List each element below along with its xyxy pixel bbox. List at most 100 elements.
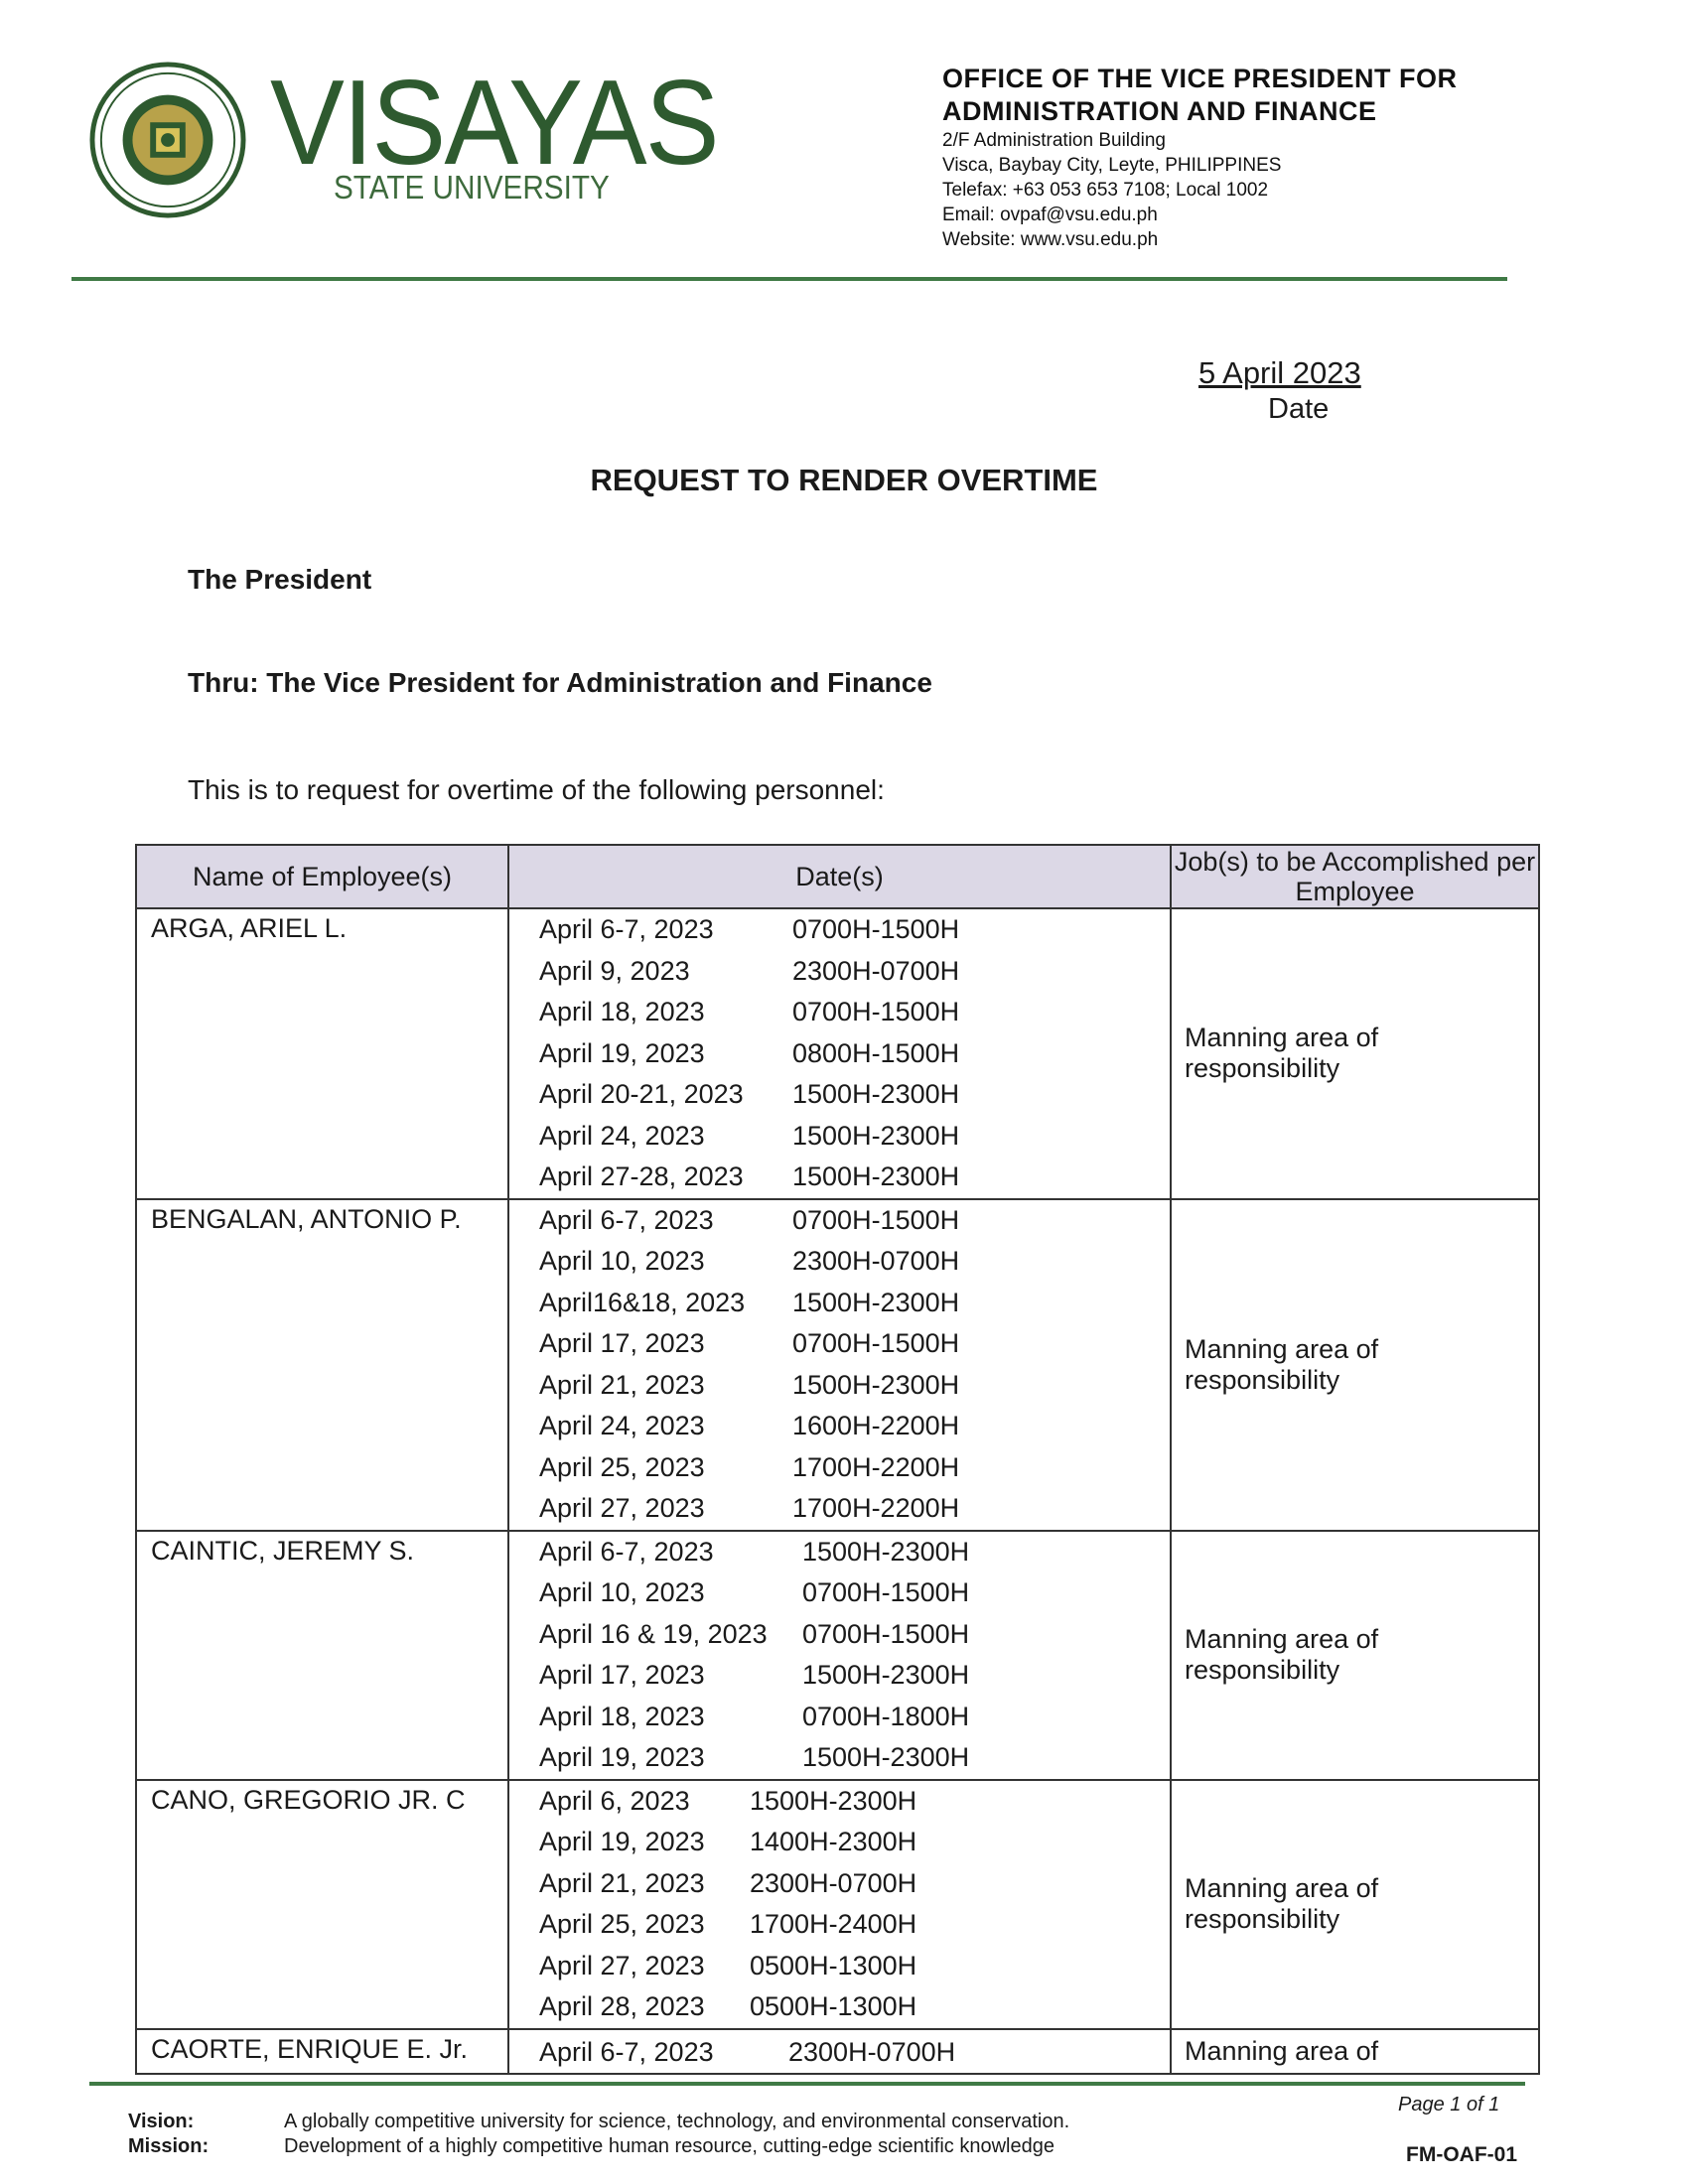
entry-date: April 18, 2023 (539, 1701, 705, 1731)
mission-text: Development of a highly competitive huma… (284, 2135, 1055, 2157)
table-header-row: Name of Employee(s) Date(s) Job(s) to be… (135, 844, 1540, 909)
vision-label: Vision: (128, 2111, 195, 2132)
entry-time: 1700H-2200H (792, 1493, 960, 1523)
email: Email: ovpaf@vsu.edu.ph (942, 205, 1158, 225)
entry-date: April 6-7, 2023 (539, 2036, 714, 2067)
entry-time: 1400H-2300H (750, 1827, 917, 1856)
entry-time: 1500H-2300H (792, 1120, 960, 1151)
overtime-table: Name of Employee(s) Date(s) Job(s) to be… (135, 844, 1540, 2075)
date-list: April 6-7, 2023 2300H-0700H (507, 2027, 1172, 2075)
employee-name: CAORTE, ENRIQUE E. Jr. (135, 2027, 509, 2075)
document-date: 5 April 2023 (1198, 355, 1361, 390)
date-entry: April 18, 2023 0700H-1500H (509, 992, 1170, 1033)
date-list: April 6-7, 2023 0700H-1500H April 9, 2023 2… (507, 907, 1172, 1200)
form-code: FM-OAF-01 (1406, 2143, 1517, 2166)
date-entry: April 27, 2023 1700H-2200H (509, 1488, 1170, 1530)
header-divider (71, 277, 1507, 281)
entry-time: 0700H-1500H (802, 1577, 970, 1607)
date-entry: April 6-7, 2023 0700H-1500H (509, 1200, 1170, 1242)
job-description: Manning area of (1170, 2027, 1540, 2075)
entry-time: 1600H-2200H (792, 1411, 960, 1440)
table-row: ARGA, ARIEL L. April 6-7, 2023 0700H-1500H… (135, 907, 1540, 1200)
date-entry: April 21, 2023 2300H-0700H (509, 1863, 1170, 1905)
table-row: CAORTE, ENRIQUE E. Jr. April 6-7, 2023 230… (135, 2027, 1540, 2075)
thru-line: Thru: The Vice President for Administrat… (188, 667, 932, 698)
entry-date: April 27, 2023 (539, 1950, 705, 1980)
table-row: BENGALAN, ANTONIO P. April 6-7, 2023 0700H… (135, 1197, 1540, 1532)
entry-time: 1500H-2300H (792, 1161, 960, 1191)
telefax: Telefax: +63 053 653 7108; Local 1002 (942, 180, 1269, 201)
date-entry: April 16 & 19, 2023 0700H-1500H (509, 1614, 1170, 1656)
entry-time: 0700H-1800H (802, 1701, 970, 1731)
date-entry: April 24, 2023 1600H-2200H (509, 1406, 1170, 1447)
entry-date: April 6-7, 2023 (539, 1536, 714, 1567)
header-name: Name of Employee(s) (135, 844, 509, 909)
office-name-line1: OFFICE OF THE VICE PRESIDENT FOR (942, 64, 1458, 93)
date-entry: April 9, 2023 2300H-0700H (509, 951, 1170, 993)
entry-date: April 25, 2023 (539, 1909, 705, 1939)
date-entry: April 10, 2023 2300H-0700H (509, 1241, 1170, 1283)
table-row: CANO, GREGORIO JR. C April 6, 2023 1500H-2… (135, 1778, 1540, 2030)
entry-date: April 21, 2023 (539, 1369, 705, 1400)
entry-date: April 6-7, 2023 (539, 914, 714, 944)
address-line2: Visca, Baybay City, Leyte, PHILIPPINES (942, 155, 1282, 176)
entry-time: 1500H-2300H (802, 1536, 970, 1567)
entry-date: April 10, 2023 (539, 1577, 705, 1607)
entry-time: 1500H-2300H (802, 1660, 970, 1690)
entry-time: 0800H-1500H (792, 1037, 960, 1068)
entry-time: 0700H-1500H (792, 914, 960, 944)
date-label: Date (1268, 393, 1330, 425)
date-entry: April 19, 2023 1400H-2300H (509, 1822, 1170, 1863)
entry-date: April 17, 2023 (539, 1328, 705, 1358)
employee-name: CANO, GREGORIO JR. C (135, 1778, 509, 2030)
date-entry: April 21, 2023 1500H-2300H (509, 1365, 1170, 1407)
employee-name: BENGALAN, ANTONIO P. (135, 1197, 509, 1532)
entry-time: 1500H-2300H (750, 1785, 917, 1816)
date-entry: April 19, 2023 1500H-2300H (509, 1737, 1170, 1779)
date-entry: April 18, 2023 0700H-1800H (509, 1697, 1170, 1738)
date-entry: April 6-7, 2023 1500H-2300H (509, 1532, 1170, 1573)
page-number: Page 1 of 1 (1398, 2094, 1500, 2116)
date-entry: April 27-28, 2023 1500H-2300H (509, 1157, 1170, 1198)
job-description: Manning area of responsibility (1170, 907, 1540, 1200)
date-entry: April 19, 2023 0800H-1500H (509, 1033, 1170, 1075)
employee-name: CAINTIC, JEREMY S. (135, 1529, 509, 1781)
header-jobs: Job(s) to be Accomplished per Employee (1170, 844, 1540, 909)
date-entry: April 25, 2023 1700H-2400H (509, 1904, 1170, 1946)
date-entry: April16&18, 2023 1500H-2300H (509, 1283, 1170, 1324)
job-description: Manning area of responsibility (1170, 1529, 1540, 1781)
entry-time: 0700H-1500H (802, 1618, 970, 1649)
header-dates: Date(s) (507, 844, 1172, 909)
date-entry: April 10, 2023 0700H-1500H (509, 1572, 1170, 1614)
entry-time: 2300H-0700H (792, 1246, 960, 1276)
website: Website: www.vsu.edu.ph (942, 229, 1159, 250)
entry-date: April 17, 2023 (539, 1660, 705, 1690)
entry-date: April 27-28, 2023 (539, 1161, 744, 1191)
entry-time: 1500H-2300H (792, 1287, 960, 1317)
job-description: Manning area of responsibility (1170, 1197, 1540, 1532)
entry-date: April 28, 2023 (539, 1991, 705, 2021)
entry-time: 0700H-1500H (792, 997, 960, 1026)
address-line1: 2/F Administration Building (942, 130, 1166, 151)
date-entry: April 17, 2023 1500H-2300H (509, 1655, 1170, 1697)
entry-date: April 18, 2023 (539, 997, 705, 1026)
date-entry: April 6-7, 2023 0700H-1500H (509, 909, 1170, 951)
entry-date: April 24, 2023 (539, 1411, 705, 1440)
entry-date: April 19, 2023 (539, 1827, 705, 1856)
document-title: REQUEST TO RENDER OVERTIME (590, 463, 1098, 497)
employee-name: ARGA, ARIEL L. (135, 907, 509, 1200)
university-seal-logo (89, 62, 246, 218)
entry-date: April 19, 2023 (539, 1037, 705, 1068)
date-entry: April 17, 2023 0700H-1500H (509, 1323, 1170, 1365)
date-entry: April 6, 2023 1500H-2300H (509, 1781, 1170, 1823)
footer-divider (89, 2082, 1525, 2086)
entry-date: April 27, 2023 (539, 1493, 705, 1523)
entry-time: 1500H-2300H (792, 1079, 960, 1109)
entry-date: April 9, 2023 (539, 955, 690, 986)
entry-date: April 6-7, 2023 (539, 1204, 714, 1235)
entry-time: 2300H-0700H (792, 955, 960, 986)
entry-date: April 10, 2023 (539, 1246, 705, 1276)
entry-date: April 24, 2023 (539, 1120, 705, 1151)
addressee: The President (188, 564, 372, 595)
date-entry: April 20-21, 2023 1500H-2300H (509, 1074, 1170, 1116)
